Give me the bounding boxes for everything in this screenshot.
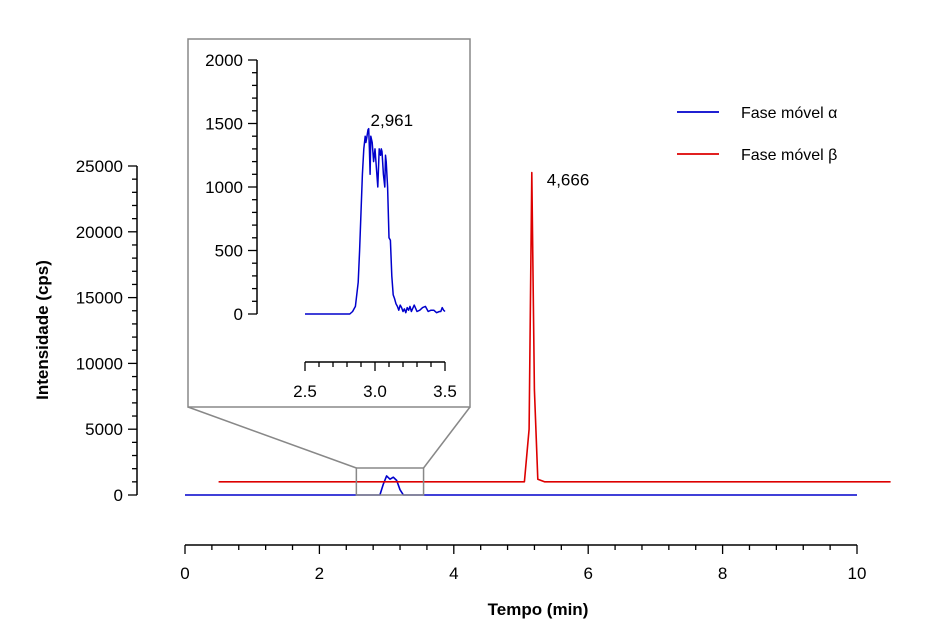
x-tick-label: 6 [583,564,592,583]
inset-series-line-alpha [305,127,446,315]
inset-x-tick-label: 3.0 [363,382,387,401]
series-line-alpha [185,475,857,496]
y-tick-label: 5000 [85,420,123,439]
inset-x-tick-label: 2.5 [293,382,317,401]
zoom-region-box [355,467,425,496]
inset-x-tick-label: 3.5 [433,382,457,401]
y-tick-label: 20000 [76,223,123,242]
inset-series-group [305,127,446,315]
zoom-connector-right [422,406,471,469]
inset-y-tick-label: 2000 [205,51,243,70]
x-tick-label: 4 [449,564,458,583]
inset-y-tick-label: 1000 [205,178,243,197]
y-tick-label: 0 [114,486,123,505]
zoom-connector [187,406,471,496]
inset-frame [187,38,471,408]
x-tick-label: 10 [848,564,867,583]
y-axis-title: Intensidade (cps) [33,260,52,400]
y-tick-label: 10000 [76,354,123,373]
x-tick-label: 8 [718,564,727,583]
y-tick-label: 15000 [76,289,123,308]
inset-y-tick-label: 500 [215,242,243,261]
inset-y-tick-label: 0 [234,305,243,324]
inset-axes: 2.5 3.0 3.5 0 500 1000 1500 2000 [205,51,457,401]
main-series-group [185,171,891,496]
x-tick-label: 2 [315,564,324,583]
legend: Fase móvel α Fase móvel β [677,105,837,164]
legend-label-beta: Fase móvel β [741,147,837,164]
zoom-connector-left [187,406,357,469]
x-axis-title: Tempo (min) [488,600,589,619]
y-tick-label: 25000 [76,157,123,176]
x-tick-label: 0 [180,564,189,583]
inset-y-tick-label: 1500 [205,115,243,134]
legend-label-alpha: Fase móvel α [741,105,837,122]
series-line-beta [218,171,891,483]
peak-annotation-beta: 4,666 [547,171,590,190]
inset-peak-annotation: 2,961 [371,111,414,130]
